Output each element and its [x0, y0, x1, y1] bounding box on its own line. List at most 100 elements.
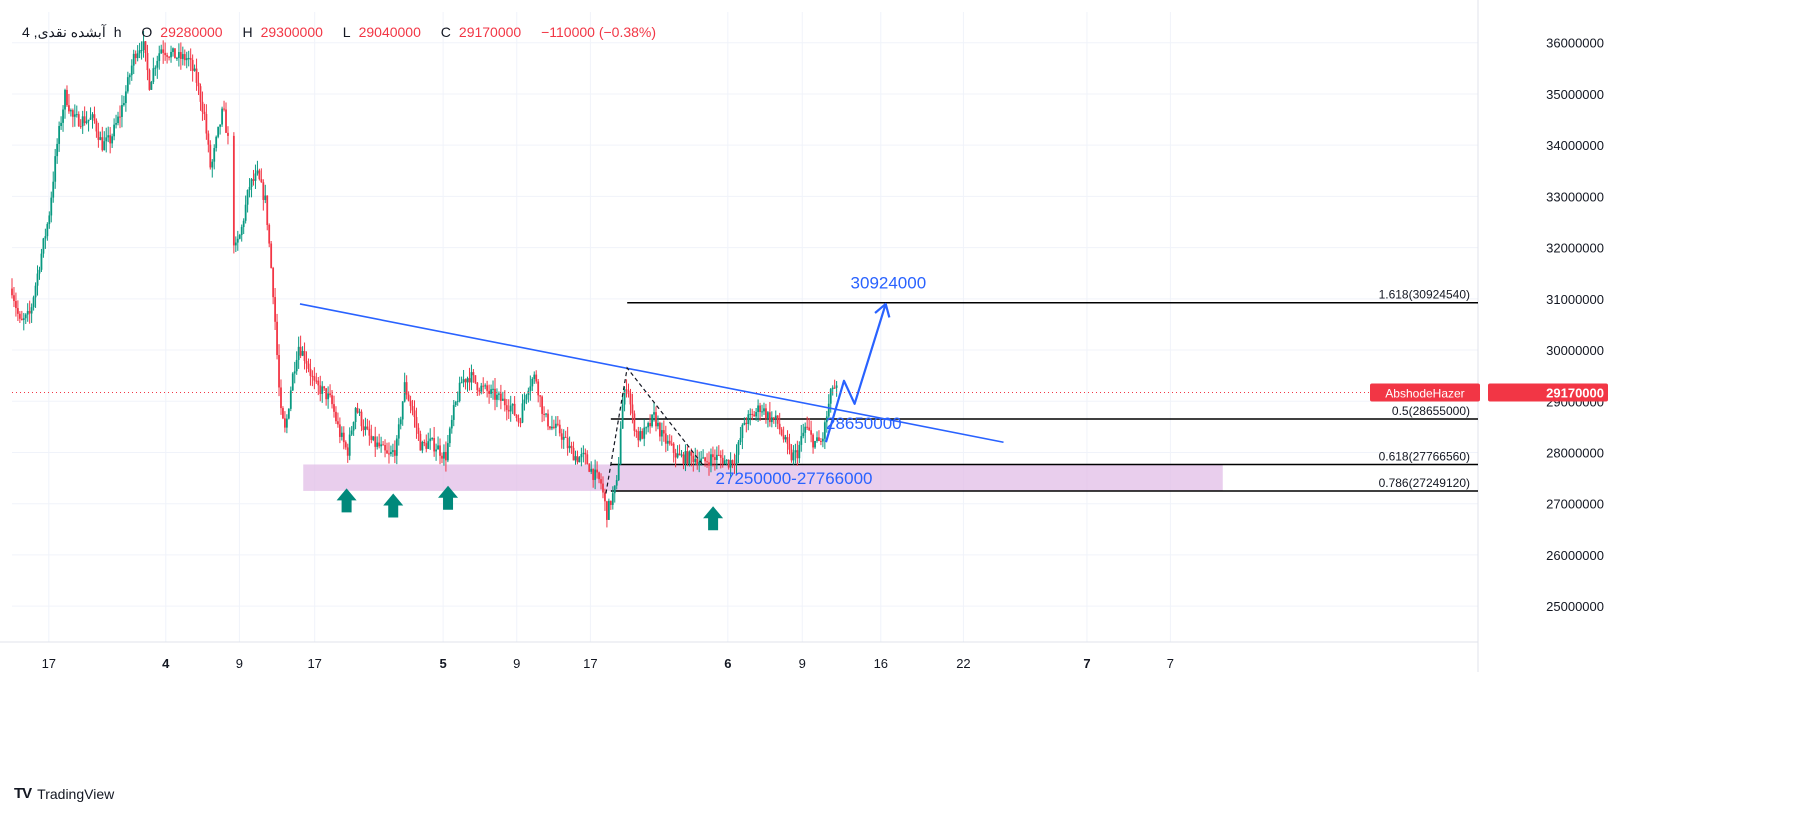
candle-body: [56, 143, 59, 157]
candle-body: [717, 454, 720, 456]
candle-body: [684, 451, 687, 464]
candle-body: [706, 461, 708, 463]
candle-body: [191, 59, 194, 71]
candle-body: [509, 405, 512, 412]
arrows-layer: [336, 485, 724, 531]
candle-body: [439, 445, 441, 456]
candle-body: [578, 457, 581, 463]
candle-body: [503, 398, 506, 406]
candle-body: [77, 114, 80, 127]
candle-body: [132, 53, 135, 66]
candle-body: [572, 447, 575, 461]
y-tick-label: 33000000: [1546, 189, 1604, 204]
candle-body: [800, 436, 803, 445]
candle-body: [213, 148, 216, 162]
candle-body: [95, 120, 98, 132]
candle-body: [388, 453, 390, 455]
candle-body: [62, 109, 64, 123]
candle-body: [570, 445, 573, 448]
candle-body: [162, 49, 165, 53]
candle-body: [93, 114, 96, 121]
candle-body: [199, 86, 202, 102]
up-arrow-icon: [703, 506, 724, 531]
legend-change: −110000 (−0.38%): [541, 24, 657, 40]
candle-body: [268, 224, 271, 244]
candle-body: [185, 58, 188, 61]
candle-body: [307, 363, 310, 369]
candle-body: [103, 141, 106, 151]
candle-body: [364, 426, 367, 431]
candle-body: [441, 455, 443, 459]
candle-body: [731, 460, 734, 464]
candle-body: [700, 458, 703, 462]
candle-body: [317, 380, 320, 386]
candle-body: [741, 424, 744, 439]
candle-body: [566, 437, 569, 449]
candle-body: [545, 413, 547, 415]
candle-body: [784, 437, 787, 440]
candle-body: [30, 307, 33, 314]
candle-body: [574, 456, 577, 461]
candle-body: [209, 144, 212, 168]
candle-body: [539, 395, 542, 397]
candle-body: [195, 68, 198, 83]
up-arrow-icon: [336, 488, 357, 513]
candle-body: [521, 403, 524, 423]
candle-body: [767, 412, 769, 419]
candle-body: [721, 457, 724, 465]
candle-body: [221, 108, 223, 125]
candle-body: [368, 428, 371, 436]
candle-body: [474, 375, 477, 383]
candle-body: [356, 408, 359, 413]
candle-body: [156, 60, 159, 68]
candle-body: [242, 220, 245, 228]
candle-body: [305, 360, 308, 364]
candle-body: [18, 313, 21, 319]
candle-body: [252, 179, 255, 181]
candle-body: [600, 479, 602, 484]
candle-body: [282, 408, 284, 419]
candle-body: [207, 133, 210, 145]
candle-body: [417, 427, 420, 434]
candle-body: [615, 480, 618, 486]
legend-symbol[interactable]: آبشده نقدی, 4h: [22, 24, 122, 40]
candle-body: [73, 114, 76, 117]
candle-body: [499, 393, 502, 401]
candle-body: [140, 50, 143, 52]
candle-body: [450, 419, 453, 429]
candle-body: [478, 390, 481, 392]
candle-body: [284, 418, 286, 428]
candle-body: [464, 379, 467, 383]
candle-body: [264, 195, 267, 200]
candle-body: [551, 426, 553, 429]
candle-body: [32, 297, 35, 308]
candle-body: [768, 412, 771, 423]
candle-body: [225, 109, 227, 133]
tradingview-brand[interactable]: TV TradingView: [14, 785, 114, 802]
candle-body: [311, 375, 314, 377]
candle-body: [655, 412, 657, 427]
candle-body: [425, 443, 428, 449]
candle-body: [710, 454, 712, 466]
candle-body: [386, 450, 388, 454]
candle-body: [81, 116, 84, 127]
y-tick-label: 26000000: [1546, 548, 1604, 563]
candle-body: [28, 310, 31, 314]
candle-body: [193, 68, 196, 71]
candle-body: [818, 437, 820, 441]
candle-body: [301, 351, 304, 356]
candle-body: [83, 116, 86, 124]
candle-body: [46, 224, 49, 237]
candle-body: [107, 135, 110, 138]
candle-body: [105, 137, 108, 142]
candle-body: [183, 54, 186, 61]
candle-body: [40, 253, 43, 270]
candle-body: [592, 468, 595, 480]
candle-body: [421, 442, 424, 451]
candle-body: [274, 297, 276, 322]
candle-body: [558, 424, 561, 434]
candle-body: [154, 67, 157, 69]
candle-body: [299, 346, 302, 356]
